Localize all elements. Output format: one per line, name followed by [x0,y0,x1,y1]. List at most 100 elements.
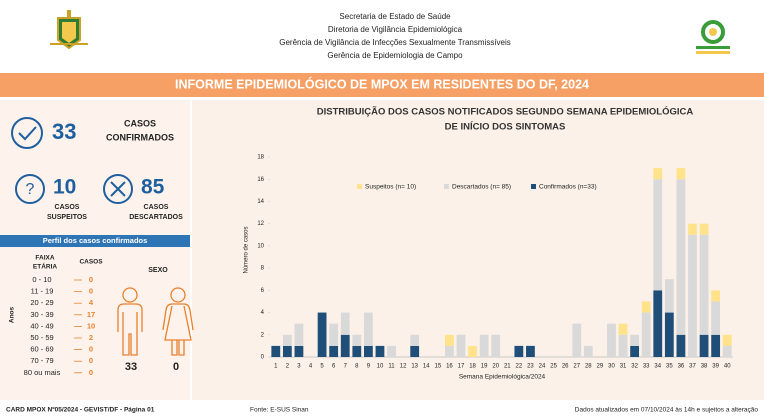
x-tick-label: 38 [701,364,708,370]
x-tick-label: 14 [423,364,430,370]
y-tick-label: 10 [257,243,264,249]
bar-segment [618,323,628,335]
bar-segment [630,345,640,357]
x-tick-label: 16 [446,364,453,370]
age-count: 4 [89,298,94,307]
x-tick-label: 28 [585,364,592,370]
x-tick-label: 30 [608,364,615,370]
sex-header: SEXO [148,267,168,274]
bar-segment [329,345,339,357]
x-tick-label: 22 [516,364,523,370]
bar-segment [688,234,697,357]
x-tick-label: 33 [643,364,650,370]
x-tick-label: 5 [320,364,324,370]
y-tick-label: 12 [257,221,264,227]
bar-segment [352,334,362,346]
y-tick-label: 8 [261,266,265,272]
logo [696,20,730,54]
bar-segment [294,345,304,357]
bar-segment [526,345,535,357]
male-count: 33 [125,361,137,373]
bar-segment [456,334,466,357]
age-count: 0 [89,287,93,296]
person-icons [117,287,194,356]
chart-title: DE INÍCIO DOS SINTOMAS [445,122,566,133]
kpi-label: CONFIRMADOS [106,132,174,142]
x-tick-label: 21 [504,364,511,370]
bar-segment [340,334,350,357]
y-tick-label: 18 [257,155,264,161]
x-tick-label: 24 [539,364,546,370]
age-count: 2 [89,333,93,342]
bar-segment [514,345,524,357]
bar-segment [653,290,663,357]
bar-segment [410,345,420,357]
x-tick-label: 35 [666,364,673,370]
header-line: Gerência de Vigilância de Infecções Sexu… [279,38,511,47]
bar-segment [630,334,640,346]
y-tick-label: 14 [257,199,264,205]
x-tick-label: 18 [469,364,476,370]
age-range: 11 - 19 [31,287,54,296]
x-tick-label: 17 [458,364,465,370]
bar-segment [282,345,292,357]
bar-segment [445,345,454,357]
x-tick-label: 32 [631,364,638,370]
x-axis-label: Semana Epidemiológica/2024 [459,374,546,381]
bar-segment [317,312,327,357]
bar-segment [711,290,721,302]
age-count: 0 [89,356,93,365]
bar-segment [294,323,304,346]
x-tick-label: 3 [297,364,301,370]
bar-segment [618,334,628,357]
y-tick-label: 4 [261,310,265,316]
bar-segment [583,345,593,357]
bar-segment [711,301,721,335]
age-count: 0 [89,345,93,354]
age-axis-label: Anos [9,306,16,323]
age-range: 0 - 10 [32,275,51,284]
bar-segment [688,223,697,235]
bar-segment [641,312,651,357]
y-tick-label: 6 [261,288,265,294]
bar-segment [699,234,709,335]
bar-segment [676,179,686,335]
bar-segment [699,223,709,235]
banner [0,73,764,97]
age-range: 60 - 69 [30,345,53,354]
x-tick-label: 40 [724,364,731,370]
age-count: 0 [89,275,93,284]
bar-segment [664,279,674,313]
bar-segment [653,168,663,180]
x-tick-label: 13 [411,364,418,370]
bar-segment [352,345,362,357]
bar-segment [572,323,582,357]
bar-segment [664,312,674,357]
left-panel [0,100,190,400]
y-axis-label: Número de casos [244,226,250,273]
bar-segment [271,345,281,357]
y-tick-label: 16 [257,177,264,183]
bar-segment [676,168,686,180]
cases-header: CASOS [79,259,103,266]
female-count: 0 [173,361,179,373]
age-count: 17 [87,310,95,319]
kpi-label: CASOS [124,118,156,128]
kpi-label: CASOS [55,204,80,211]
x-tick-label: 19 [481,364,488,370]
bar-segment [329,323,339,346]
kpi-label: CASOS [144,204,169,211]
legend-label: Descartados (n= 85) [452,184,511,191]
x-tick-label: 11 [388,364,395,370]
x-tick-label: 9 [367,364,371,370]
banner-title: INFORME EPIDEMIOLÓGICO DE MPOX EM RESIDE… [175,76,589,91]
age-table: 0 - 10 0 11 - 19 0 20 - 29 4 30 - 39 17 40 - 49 1… [24,275,96,377]
x-tick-label: 26 [562,364,569,370]
y-tick-label: 0 [261,355,265,361]
bar-segment [722,345,732,357]
bar-segment [410,334,420,346]
footer-text: Dados atualizados em 07/10/2024 às 14h e… [575,407,759,414]
header-line: Secretaria de Estado de Saúde [339,12,451,21]
profile-title: Perfil dos casos confirmados [43,236,148,245]
